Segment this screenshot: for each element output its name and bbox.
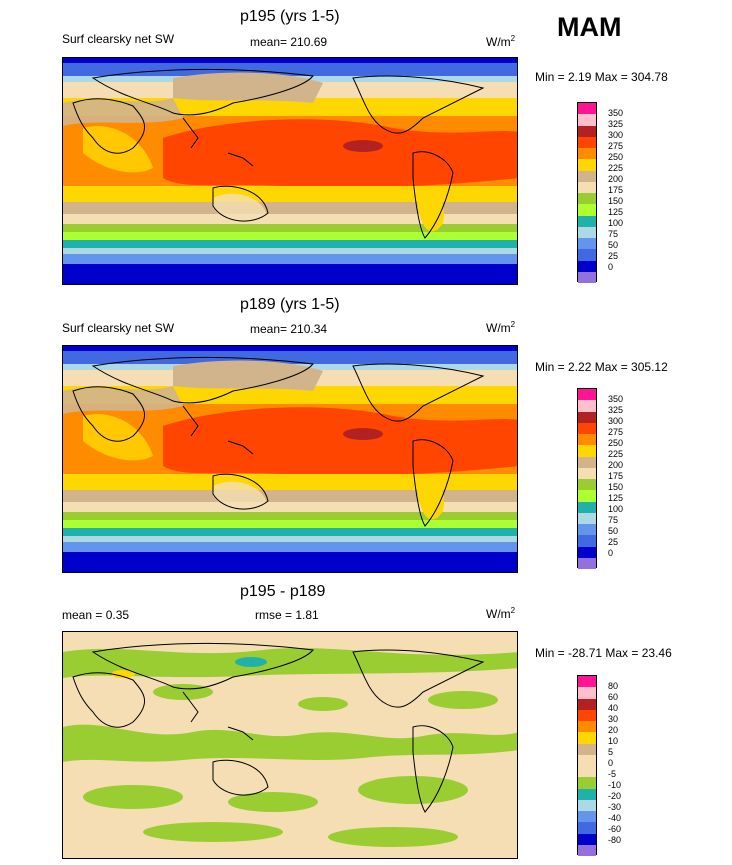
colorbar-label: 325	[608, 119, 624, 129]
panel3-unit: W/m2	[486, 606, 516, 621]
colorbar-label: 100	[608, 218, 624, 228]
colorbar-label: 25	[608, 537, 619, 547]
panel2-colorbar-labels: 350 325 300 275 250 225 200 175 150 125 …	[608, 394, 623, 559]
panel3-rmse: rmse = 1.81	[255, 608, 319, 622]
colorbar-label: 50	[608, 240, 619, 250]
colorbar-label: 20	[608, 725, 619, 735]
colorbar-label: 100	[608, 504, 624, 514]
panel1-colorbar	[577, 102, 597, 283]
colorbar-label: 300	[608, 130, 624, 140]
panel1-map	[62, 57, 518, 285]
colorbar-label: 175	[608, 471, 624, 481]
panel3-colorbar-labels: 80 60 40 30 20 10 5 0 -5 -10 -20 -30 -40…	[608, 681, 621, 846]
panel1-variable-label: Surf clearsky net SW	[62, 32, 175, 46]
panel1-minmax: Min = 2.19 Max = 304.78	[535, 70, 668, 84]
colorbar-label: 60	[608, 692, 619, 702]
colorbar-label: -80	[608, 835, 622, 845]
panel2-colorbar	[577, 388, 597, 569]
panel3-title: p195 - p189	[240, 583, 326, 600]
colorbar-label: -20	[608, 791, 622, 801]
colorbar-label: 75	[608, 515, 619, 525]
panel3-minmax: Min = -28.71 Max = 23.46	[535, 646, 672, 660]
colorbar-label: 350	[608, 108, 624, 118]
panel2-variable-label: Surf clearsky net SW	[62, 321, 175, 335]
colorbar-label: 80	[608, 681, 619, 691]
panel3-difference-map	[62, 631, 518, 859]
colorbar-label: 200	[608, 174, 624, 184]
season-label: MAM	[557, 12, 622, 42]
colorbar-label: -10	[608, 780, 622, 790]
colorbar-label: 5	[608, 747, 614, 757]
panel3-colorbar	[577, 675, 597, 856]
panel1-mean: mean= 210.69	[250, 35, 328, 49]
colorbar-label: 175	[608, 185, 624, 195]
colorbar-label: 325	[608, 405, 624, 415]
colorbar-label: 150	[608, 196, 624, 206]
colorbar-label: 40	[608, 703, 619, 713]
panel2-unit: W/m2	[486, 320, 516, 335]
colorbar-label: 30	[608, 714, 619, 724]
colorbar-label: -30	[608, 802, 622, 812]
colorbar-label: 300	[608, 416, 624, 426]
panel2-map	[62, 345, 518, 573]
colorbar-label: 275	[608, 141, 624, 151]
colorbar-label: 0	[608, 548, 614, 558]
colorbar-label: 225	[608, 163, 624, 173]
colorbar-label: -60	[608, 824, 622, 834]
panel2-mean: mean= 210.34	[250, 322, 328, 336]
panel3-mean: mean = 0.35	[62, 608, 130, 622]
colorbar-label: 125	[608, 493, 624, 503]
colorbar-label: 125	[608, 207, 624, 217]
colorbar-label: 0	[608, 262, 614, 272]
colorbar-label: 50	[608, 526, 619, 536]
colorbar-label: 200	[608, 460, 624, 470]
colorbar-label: 25	[608, 251, 619, 261]
panel2-title: p189 (yrs 1-5)	[240, 296, 340, 313]
colorbar-label: 10	[608, 736, 619, 746]
colorbar-label: -5	[608, 769, 617, 779]
colorbar-label: 350	[608, 394, 624, 404]
colorbar-label: 150	[608, 482, 624, 492]
colorbar-label: 225	[608, 449, 624, 459]
colorbar-label: 0	[608, 758, 614, 768]
colorbar-label: -40	[608, 813, 622, 823]
colorbar-label: 275	[608, 427, 624, 437]
colorbar-label: 250	[608, 152, 624, 162]
panel1-title: p195 (yrs 1-5)	[240, 8, 340, 25]
panel1-colorbar-labels: 350 325 300 275 250 225 200 175 150 125 …	[608, 108, 623, 273]
colorbar-label: 250	[608, 438, 624, 448]
colorbar-label: 75	[608, 229, 619, 239]
panel1-unit: W/m2	[486, 34, 516, 49]
panel2-minmax: Min = 2.22 Max = 305.12	[535, 360, 668, 374]
